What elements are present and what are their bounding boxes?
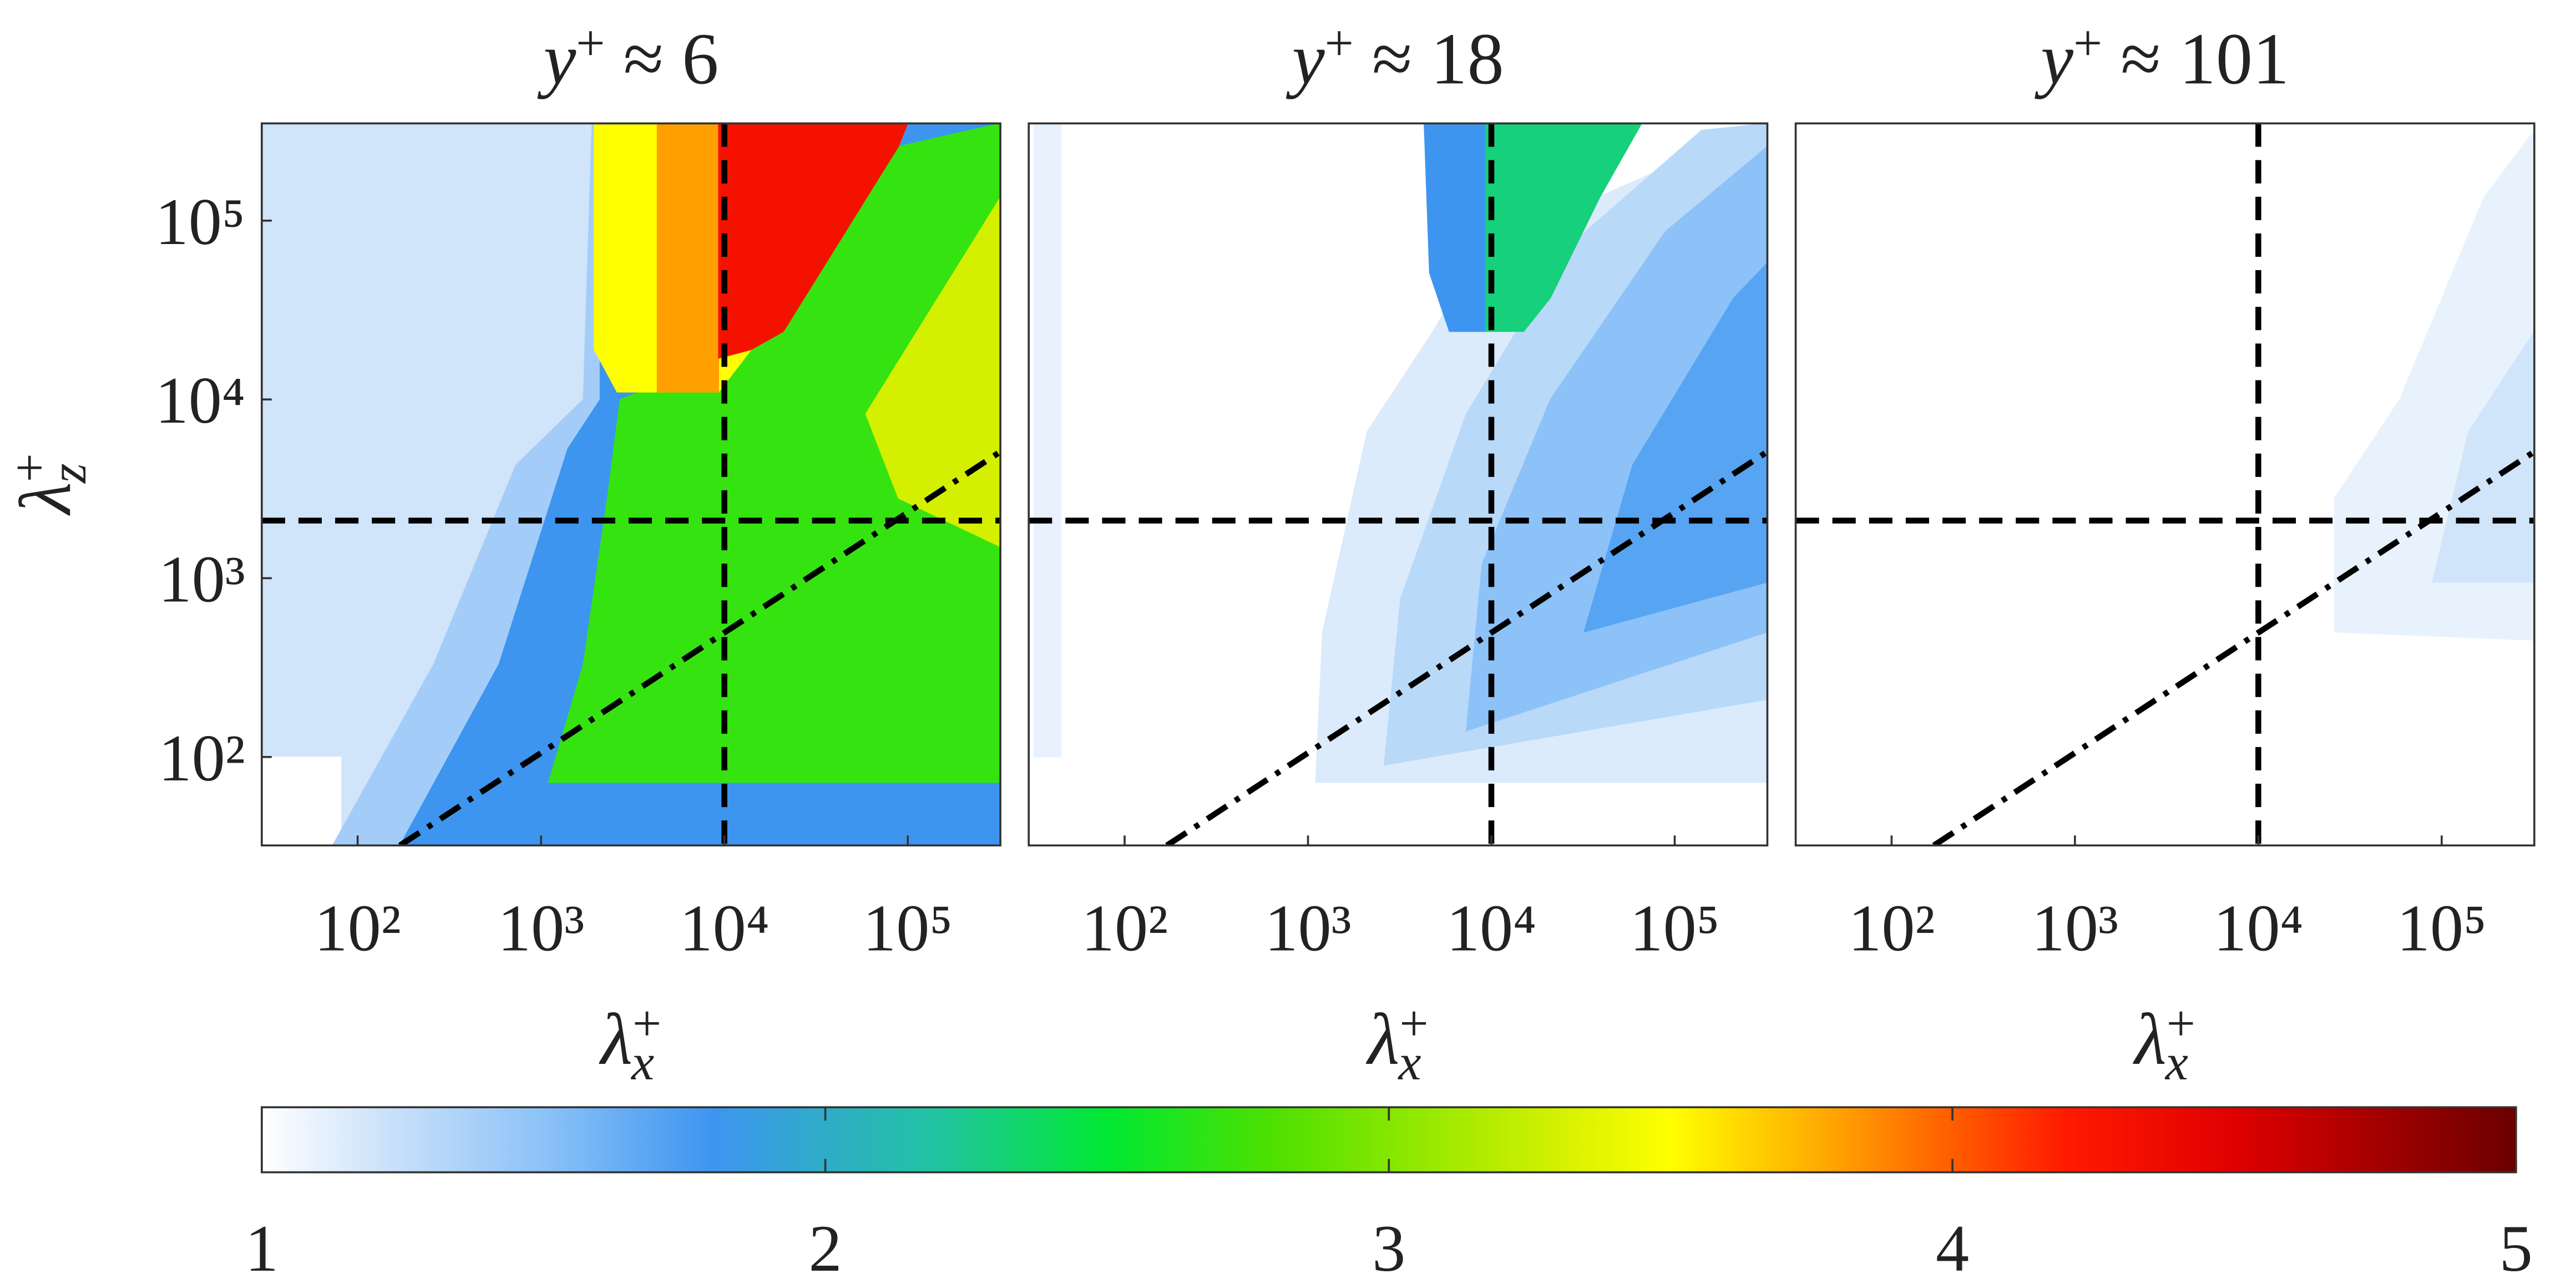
x-axis-label: λ+ x xyxy=(599,996,661,1091)
panel xyxy=(1795,123,2534,846)
x-tick-label: 10² xyxy=(315,892,401,966)
panel-title-rest: ≈ 6 xyxy=(605,18,719,99)
x-tick-label: 10³ xyxy=(2032,892,2118,966)
x-tick-label: 10⁴ xyxy=(2213,892,2303,966)
colorbar-tick-label: 3 xyxy=(1372,1212,1405,1284)
colorbar-tick-label: 1 xyxy=(245,1212,279,1284)
y-tick-label: 10⁵ xyxy=(155,185,245,259)
panel-title-symbol: y xyxy=(1286,18,1325,99)
panel-title-sup: + xyxy=(576,15,605,72)
x-tick-label: 10⁴ xyxy=(680,892,770,966)
x-tick-label: 10⁵ xyxy=(2397,892,2487,966)
panel-title-rest: ≈ 18 xyxy=(1354,18,1504,99)
panel-title-sup: + xyxy=(1325,15,1354,72)
axes-frame xyxy=(261,122,1001,847)
contour-region xyxy=(656,123,719,393)
x-axis-label: λ+ x xyxy=(1365,996,1428,1091)
x-tick-label: 10² xyxy=(1081,892,1168,966)
scaling-line xyxy=(1932,449,2534,846)
x-axis-label: λ+ x xyxy=(2132,996,2195,1091)
axes-frame xyxy=(1028,122,1769,847)
contour-region xyxy=(718,123,908,359)
panel-title: y+ ≈ 18 xyxy=(1286,15,1504,99)
x-axis-label-symbol: λ xyxy=(599,998,632,1080)
colorbar-tick-label: 4 xyxy=(1936,1212,1969,1284)
y-tick-label: 10³ xyxy=(159,543,245,617)
contour-region xyxy=(1424,123,1486,332)
colorbar-tick-label: 2 xyxy=(809,1212,842,1284)
x-axis-label-symbol: λ xyxy=(1365,998,1399,1080)
x-tick-label: 10⁵ xyxy=(1629,892,1719,966)
x-axis-label-sub: x xyxy=(1397,1034,1421,1091)
contour-region xyxy=(1485,123,1642,332)
x-tick-label: 10³ xyxy=(498,892,584,966)
x-axis-label-sub: x xyxy=(630,1034,654,1091)
scaling-line xyxy=(398,449,1001,846)
panel-title: y+ ≈ 6 xyxy=(537,15,719,99)
x-tick-label: 10³ xyxy=(1264,892,1351,966)
x-axis-label-sub: x xyxy=(2164,1034,2188,1091)
x-axis-label-sup: + xyxy=(2167,996,2195,1052)
x-tick-label: 10⁴ xyxy=(1446,892,1536,966)
panel xyxy=(1029,123,1768,846)
panel-title-symbol: y xyxy=(537,18,576,99)
y-axis-label-symbol: λ xyxy=(4,482,86,516)
panel-title-symbol: y xyxy=(2034,18,2073,99)
colorbar-tick-label: 5 xyxy=(2499,1212,2533,1284)
y-tick-label: 10⁴ xyxy=(155,364,245,438)
x-tick-label: 10⁵ xyxy=(863,892,953,966)
x-tick-label: 10² xyxy=(1848,892,1935,966)
y-axis-label-sup: + xyxy=(2,453,58,482)
axes-frame xyxy=(1794,122,2535,847)
panel-title: y+ ≈ 101 xyxy=(2034,15,2289,99)
contour-region xyxy=(865,196,1001,547)
x-axis-label-symbol: λ xyxy=(2132,998,2166,1080)
panel-title-sup: + xyxy=(2073,15,2102,72)
y-axis-label-sub: z xyxy=(41,463,97,484)
contour-region xyxy=(261,757,342,846)
contour-region xyxy=(1033,123,1062,758)
scaling-line xyxy=(1165,449,1768,846)
y-axis-label: λ+z xyxy=(2,453,97,516)
panel-title-rest: ≈ 101 xyxy=(2102,18,2289,99)
x-axis-label-sup: + xyxy=(632,996,661,1052)
x-axis-label-sup: + xyxy=(1399,996,1428,1052)
y-tick-label: 10² xyxy=(159,722,245,795)
panel xyxy=(261,123,1001,846)
